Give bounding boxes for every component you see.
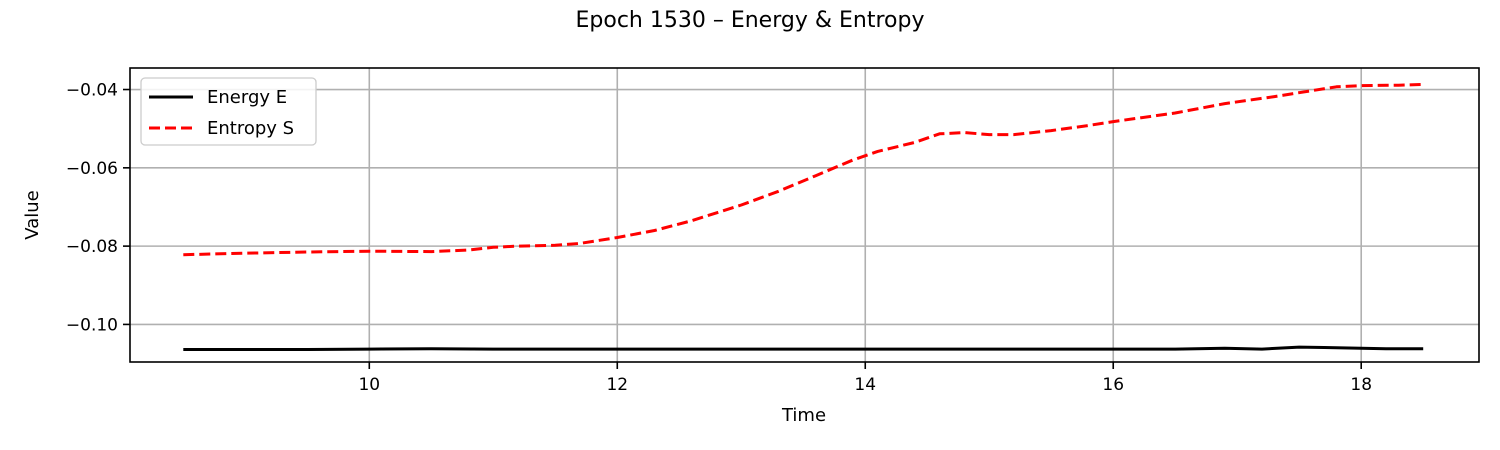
grid [130,68,1479,362]
legend: Energy E Entropy S [140,77,317,146]
x-tick-label: 10 [358,375,380,395]
series-line-entropy-s [183,82,1424,257]
legend-label: Entropy S [207,118,294,139]
y-tick-label: −0.08 [66,237,118,257]
series-line-energy-e [183,345,1424,351]
x-tick-label: 14 [854,375,876,395]
y-tick-label: −0.10 [66,315,118,335]
x-axis-label: Time [781,405,826,426]
x-tick-label: 18 [1350,375,1372,395]
series-group [183,82,1424,351]
plot-frame [129,67,1480,363]
x-tick-label: 12 [606,375,628,395]
y-tick-label: −0.06 [66,159,118,179]
ticks-group: 10 12 14 16 18 −0.10 −0.08 −0.06 −0.04 [66,81,1372,395]
legend-label: Energy E [207,87,287,108]
chart-title: Epoch 1530 – Energy & Entropy [576,8,925,33]
y-tick-label: −0.04 [66,81,118,101]
y-axis-label: Value [22,190,43,239]
x-tick-label: 16 [1102,375,1124,395]
